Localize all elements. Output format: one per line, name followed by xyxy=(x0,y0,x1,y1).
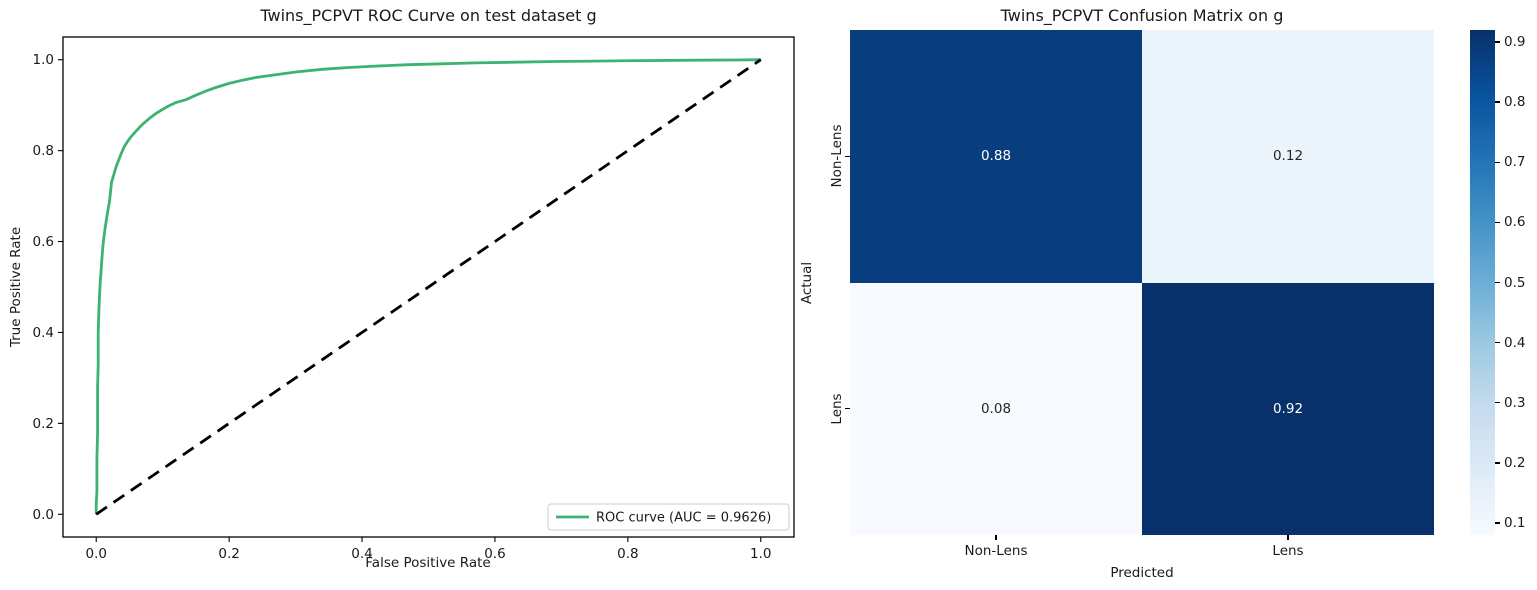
cm-x-tick-mark xyxy=(995,535,997,540)
cm-x-axis-label: Predicted xyxy=(1110,565,1174,581)
roc-plot: 0.0 0.2 0.4 0.6 0.8 1.0 0.0 0.2 0.4 0.6 0.8 1.0 Fa… xyxy=(8,36,795,571)
roc-series-group xyxy=(94,58,762,516)
y-tick-label: 0.6 xyxy=(33,234,54,250)
x-tick-label: 0.4 xyxy=(351,546,372,562)
y-tick-label: 0.0 xyxy=(33,507,54,523)
colorbar-tick-mark xyxy=(1495,101,1500,103)
y-tick-label: 0.2 xyxy=(33,416,54,432)
colorbar-tick-label: 0.6 xyxy=(1504,214,1526,231)
colorbar-tick-mark xyxy=(1495,341,1500,344)
colorbar-tick-label: 0.5 xyxy=(1504,274,1526,291)
x-tick-label: 0.6 xyxy=(484,546,505,562)
y-tick-label: 0.4 xyxy=(33,325,54,341)
x-tick-label: 1.0 xyxy=(750,546,771,562)
roc-legend: ROC curve (AUC = 0.9626) xyxy=(547,503,790,531)
x-tick-label: 0.2 xyxy=(218,546,239,562)
cm-y-tick-mark xyxy=(845,155,850,157)
roc-axes-frame xyxy=(62,36,795,538)
roc-plot-title: Twins_PCPVT ROC Curve on test dataset g xyxy=(260,6,597,25)
cm-x-tick-label: Non-Lens xyxy=(964,543,1028,559)
colorbar-tick-mark xyxy=(1495,462,1500,464)
confusion-matrix-heatmap: 0.88 0.12 0.08 0.92 xyxy=(850,30,1434,535)
colorbar-tick-mark xyxy=(1495,281,1500,284)
cm-cell-lens-lens: 0.92 xyxy=(1142,282,1434,535)
colorbar-tick-label: 0.8 xyxy=(1504,94,1526,111)
series-chance-diagonal xyxy=(95,58,762,516)
cm-y-tick-label: Non-Lens xyxy=(829,124,845,188)
colorbar-tick-mark xyxy=(1495,41,1500,43)
legend-frame xyxy=(547,503,790,531)
colorbar-tick-label: 0.3 xyxy=(1504,394,1526,411)
roc-x-axis-label: False Positive Rate xyxy=(365,555,490,571)
legend-entry-label: ROC curve (AUC = 0.9626) xyxy=(596,511,771,526)
cm-y-tick-label: Lens xyxy=(829,393,845,425)
colorbar-tick-mark xyxy=(1495,161,1500,163)
colorbar-tick-label: 0.4 xyxy=(1504,334,1526,351)
colorbar-tick-label: 0.1 xyxy=(1504,514,1526,531)
cm-x-tick-mark xyxy=(1287,535,1289,540)
cm-cell-lens-non-lens: 0.08 xyxy=(850,282,1142,535)
cm-x-tick-label: Lens xyxy=(1272,543,1304,559)
colorbar-tick-label: 0.2 xyxy=(1504,454,1526,471)
cm-cell-non-lens-non-lens: 0.88 xyxy=(850,30,1142,283)
x-tick-label: 0.0 xyxy=(85,546,106,562)
colorbar-tick-mark xyxy=(1495,522,1500,524)
roc-y-axis-label: True Positive Rate xyxy=(8,227,24,348)
colorbar-tick-mark xyxy=(1495,401,1500,404)
colorbar-tick-label: 0.7 xyxy=(1504,154,1526,171)
x-tick-label: 0.8 xyxy=(617,546,638,562)
cm-cell-non-lens-lens: 0.12 xyxy=(1142,30,1434,283)
cm-y-tick-mark xyxy=(845,408,850,410)
colorbar-tick-mark xyxy=(1495,221,1500,224)
roc-y-axis-ticks: 0.0 0.2 0.4 0.6 0.8 1.0 xyxy=(33,52,63,523)
colorbar xyxy=(1470,30,1495,535)
y-tick-label: 1.0 xyxy=(33,52,54,68)
series-roc-curve xyxy=(94,58,761,515)
confusion-matrix-title: Twins_PCPVT Confusion Matrix on g xyxy=(1000,6,1284,25)
roc-x-axis-ticks: 0.0 0.2 0.4 0.6 0.8 1.0 xyxy=(85,537,772,562)
colorbar-tick-label: 0.9 xyxy=(1504,34,1526,51)
y-tick-label: 0.8 xyxy=(33,143,54,159)
cm-y-axis-label: Actual xyxy=(799,261,815,305)
